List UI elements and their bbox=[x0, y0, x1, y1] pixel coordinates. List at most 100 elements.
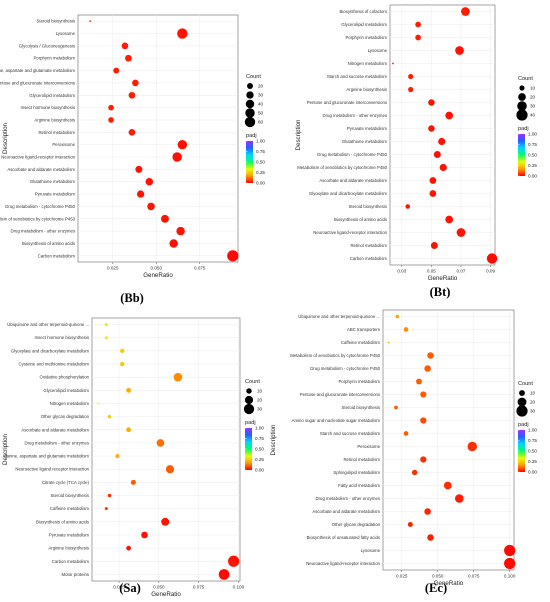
y-axis-label: Description bbox=[2, 122, 9, 154]
legend-size-label: 20 bbox=[530, 95, 536, 100]
y-tick-label: Pyruvate metabolism bbox=[49, 532, 90, 537]
panel-2: Ubiquinone and other terpenoid-quinone .… bbox=[2, 317, 264, 598]
legend-size-dot bbox=[519, 85, 525, 91]
data-point bbox=[120, 348, 125, 354]
y-tick-label: Other glycan degradation bbox=[41, 414, 90, 419]
colorbar-tick-label: 0.50 bbox=[256, 160, 265, 165]
data-point bbox=[427, 352, 434, 359]
data-point bbox=[392, 62, 394, 65]
x-tick-label: 0.07 bbox=[457, 269, 466, 274]
y-tick-label: Peroxisome bbox=[52, 142, 75, 147]
data-point bbox=[121, 42, 129, 50]
padj-colorbar bbox=[245, 428, 252, 470]
legend-size-dot bbox=[517, 397, 527, 407]
data-point bbox=[387, 341, 390, 344]
y-tick-label: Biosynthesis of amino acids bbox=[22, 241, 75, 246]
data-point bbox=[120, 361, 125, 367]
data-point bbox=[177, 139, 188, 150]
panel-0: Steroid biosynthesis Lysosome Glycolysis /… bbox=[0, 14, 265, 305]
data-point bbox=[107, 493, 112, 498]
legend-title-count: Count bbox=[518, 76, 533, 82]
legend-size-label: 30 bbox=[530, 409, 536, 414]
y-tick-label: Starch and sucrose metabolism bbox=[327, 74, 388, 79]
colorbar-tick-label: 0.50 bbox=[528, 153, 537, 158]
x-axis-label: GeneRatio bbox=[143, 272, 173, 279]
data-point bbox=[130, 479, 136, 485]
y-tick-label: Glycolysis / Gluconeogenesis bbox=[19, 43, 75, 48]
legend-size-label: 10 bbox=[530, 391, 536, 396]
data-point bbox=[408, 73, 414, 80]
data-point bbox=[456, 228, 466, 237]
y-tick-label: Glycerolipid metabolism bbox=[29, 93, 75, 98]
y-tick-label: Biosynthesis of amino acids bbox=[334, 217, 387, 222]
y-tick-label: Ascorbate and aldarate metabolism bbox=[7, 167, 75, 172]
data-point bbox=[428, 125, 435, 132]
x-tick-label: 0.100 bbox=[504, 574, 516, 579]
count-legend: Count 10 20 30 40 bbox=[516, 76, 536, 121]
y-tick-label: Ubiquinone and other terpenoid-quinone .… bbox=[298, 314, 380, 319]
legend-size-label: 40 bbox=[530, 113, 536, 118]
legend-size-dot bbox=[516, 109, 528, 121]
legend-size-label: 30 bbox=[257, 407, 263, 412]
legend-size-dot bbox=[516, 405, 528, 417]
y-tick-label: Metabolism of xenobiotics by cytochrome … bbox=[0, 216, 76, 221]
x-axis-label: GeneRatio bbox=[434, 580, 464, 587]
data-point bbox=[438, 137, 446, 146]
colorbar-tick-label: 0.25 bbox=[528, 163, 537, 168]
colorbar-tick-label: 0.00 bbox=[528, 470, 537, 475]
legend-title-padj: padj bbox=[518, 126, 529, 132]
x-tick-label: 0.03 bbox=[397, 269, 406, 274]
y-tick-label: Glutathione metabolism bbox=[30, 179, 76, 184]
y-tick-label: Drug metabolism - other enzymes bbox=[323, 113, 387, 118]
data-point bbox=[445, 215, 453, 224]
data-point bbox=[104, 323, 108, 327]
colorbar-tick-label: 0.00 bbox=[255, 468, 264, 473]
y-tick-label: Insect hormone biosynthesis bbox=[21, 105, 75, 110]
data-point bbox=[420, 391, 427, 398]
y-tick-label: Glyoxylate and dicarboxylate metabolism bbox=[11, 348, 90, 353]
plot-area bbox=[382, 309, 515, 571]
legend-size-dot bbox=[517, 101, 527, 111]
x-tick-label: 0.075 bbox=[194, 266, 206, 271]
y-tick-label: Ascorbate and aldarate metabolism bbox=[21, 427, 89, 432]
y-tick-label: Drug metabolism - cytochrome P450 bbox=[310, 366, 380, 371]
legend-size-dot bbox=[246, 91, 254, 99]
data-point bbox=[405, 204, 411, 209]
data-point bbox=[394, 405, 398, 410]
data-point bbox=[176, 226, 185, 236]
panel-label: (Ec) bbox=[425, 581, 447, 595]
data-point bbox=[135, 165, 143, 173]
padj-colorbar bbox=[518, 134, 525, 176]
legend-size-label: 30 bbox=[530, 104, 536, 109]
data-point bbox=[147, 202, 155, 211]
y-tick-label: Alanine, aspartate and glutamate metabol… bbox=[3, 454, 90, 459]
data-point bbox=[126, 545, 131, 551]
data-point bbox=[424, 508, 431, 515]
legend-size-dot bbox=[244, 395, 254, 405]
y-axis-label: Description bbox=[295, 119, 302, 151]
y-tick-label: Neuroactive ligand-receptor interaction bbox=[313, 230, 387, 235]
legend-size-label: 50 bbox=[258, 111, 264, 116]
colorbar-tick-label: 0.50 bbox=[255, 447, 264, 452]
data-point bbox=[104, 507, 108, 511]
y-tick-label: Ascorbate and aldarate metabolism bbox=[319, 178, 387, 183]
data-point bbox=[113, 67, 120, 74]
x-tick-label: 0.050 bbox=[153, 585, 165, 590]
y-tick-label: Lysosome bbox=[56, 31, 76, 36]
x-tick-label: 0.025 bbox=[396, 574, 408, 579]
y-tick-label: Glycerolipid metabolism bbox=[341, 22, 387, 27]
padj-colorbar bbox=[246, 141, 253, 183]
y-tick-label: Pentose and glucuronate interconversions bbox=[300, 392, 380, 397]
y-tick-label: Citrate cycle (TCA cycle) bbox=[42, 480, 90, 485]
data-point bbox=[136, 190, 145, 198]
y-tick-label: Caffeine metabolism bbox=[341, 340, 381, 345]
colorbar-tick-label: 0.50 bbox=[528, 449, 537, 454]
data-point bbox=[156, 439, 165, 447]
data-point bbox=[407, 521, 413, 528]
data-point bbox=[108, 104, 114, 111]
padj-colorbar bbox=[518, 430, 525, 472]
count-legend: Count 20 30 40 50 60 bbox=[244, 74, 264, 128]
y-tick-label: Drug metabolism - cytochrome P450 bbox=[317, 152, 387, 157]
colorbar-tick-label: 0.25 bbox=[528, 459, 537, 464]
